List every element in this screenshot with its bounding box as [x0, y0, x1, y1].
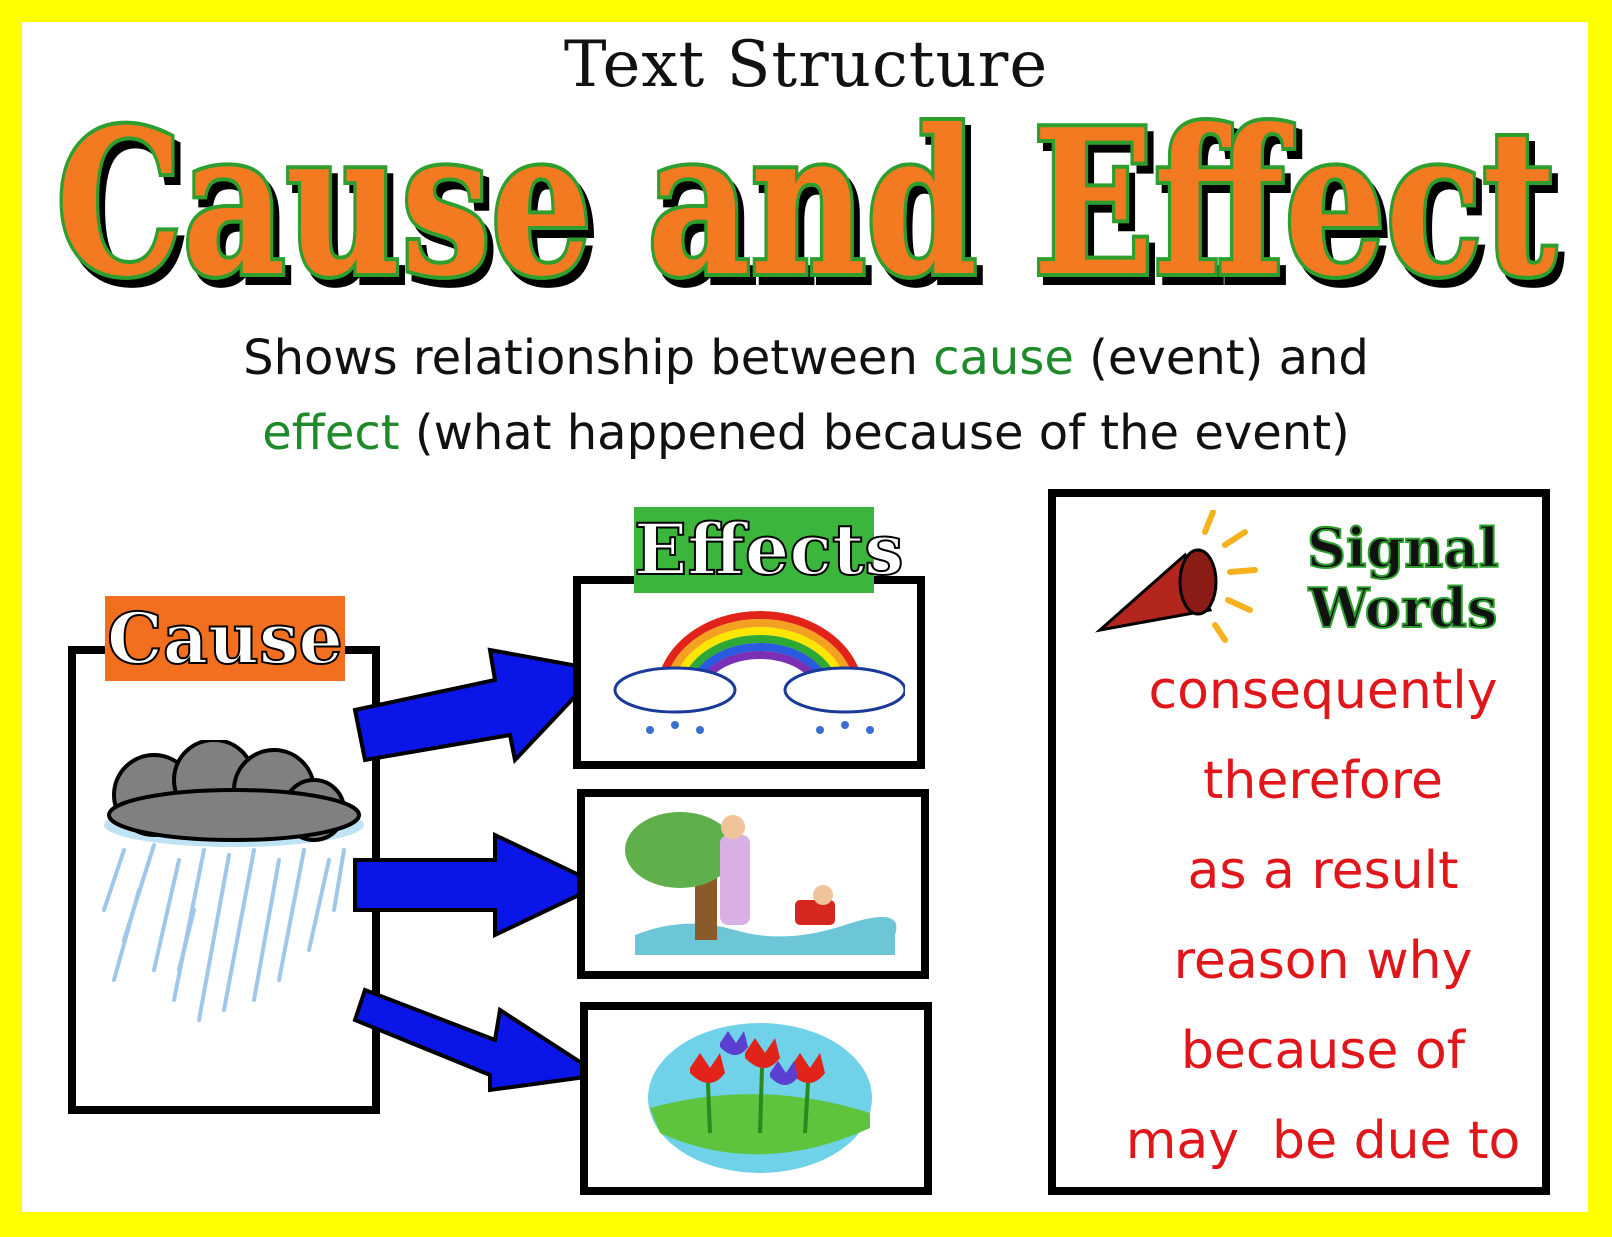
rain-cloud-icon	[102, 740, 364, 1022]
signal-word: because of	[1180, 1021, 1466, 1081]
description-text: Shows relationship between	[243, 330, 934, 386]
flood-icon	[625, 812, 897, 955]
arrow-to-effect-1	[352, 647, 604, 765]
effects-label: Effects	[633, 507, 905, 593]
signal-word: may be due to	[1125, 1111, 1521, 1171]
signal-word: therefore	[1203, 751, 1443, 811]
arrow-to-effect-2	[353, 831, 605, 939]
title-graphic: Cause and Effect	[52, 88, 1560, 318]
description-line-1: Shows relationship between cause (event)…	[0, 330, 1612, 386]
keyword-effect: effect	[262, 405, 400, 461]
signal-heading-line-1: Signal	[1306, 516, 1500, 580]
signal-words-list: consequently therefore as a result reaso…	[1058, 646, 1588, 1186]
cause-box	[68, 646, 380, 1114]
main-title: Cause and Effect	[56, 88, 1556, 318]
rainbow-icon	[613, 611, 905, 734]
subtitle: Text Structure	[563, 28, 1049, 102]
keyword-cause: cause	[933, 330, 1074, 386]
megaphone-icon	[1094, 510, 1258, 643]
description-line-2: effect (what happened because of the eve…	[0, 405, 1612, 461]
description-text: (event) and	[1073, 330, 1369, 386]
signal-word: reason why	[1173, 931, 1473, 991]
signal-word: consequently	[1148, 661, 1498, 721]
signal-word: as a result	[1187, 841, 1459, 901]
arrows	[352, 647, 606, 1093]
flowers-icon	[648, 1023, 872, 1173]
cause-label: Cause	[105, 596, 345, 681]
signal-words-heading: Signal Words	[1283, 516, 1523, 640]
description-text: (what happened because of the event)	[399, 405, 1350, 461]
arrow-to-effect-3	[352, 987, 606, 1093]
signal-heading-line-2: Words	[1308, 576, 1499, 640]
